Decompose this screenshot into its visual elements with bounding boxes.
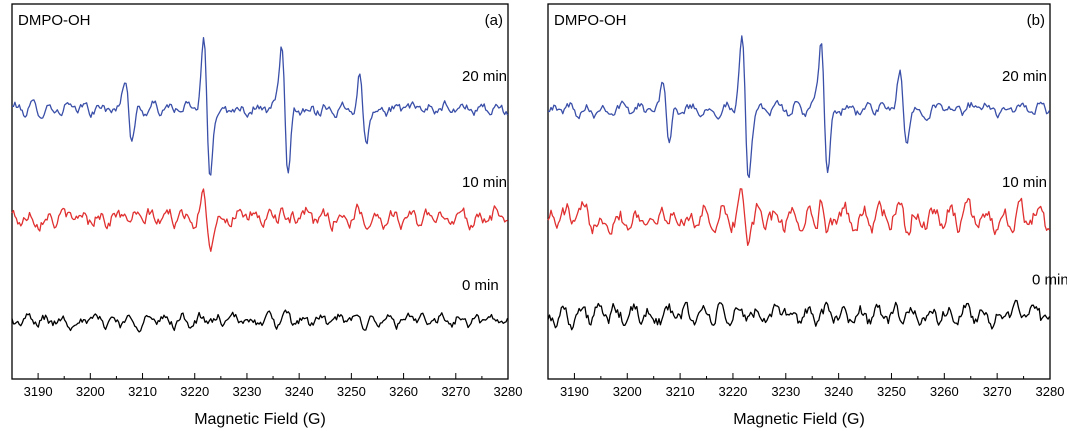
panel-a-series-label: 0 min — [462, 277, 499, 294]
panel-b-series-0-min — [547, 299, 1051, 331]
panel-b-series-label: 20 min — [1002, 68, 1047, 85]
panel-a-frame — [11, 3, 509, 380]
panel-a-x-tick-label: 3190 — [24, 384, 53, 399]
panel-a-x-tick-label: 3280 — [494, 384, 523, 399]
panel-b-x-tick-label: 3230 — [771, 384, 800, 399]
panel-b-series-label: 0 min — [1032, 271, 1067, 288]
panel-b: 3190 3200 3210 3220 3230 3240 3250 3260 3270 3280… — [547, 3, 1067, 428]
panel-b-x-tick-label: 3190 — [560, 384, 589, 399]
panel-a-x-tick-label: 3240 — [285, 384, 314, 399]
panel-a-label: (a) — [485, 12, 503, 29]
panel-b-title: DMPO-OH — [554, 12, 627, 29]
panel-a-x-tick-label: 3230 — [232, 384, 261, 399]
panel-a-series-20-min — [11, 36, 509, 176]
panel-a-x-axis-label: Magnetic Field (G) — [194, 411, 326, 428]
panel-b-x-tick-label: 3220 — [718, 384, 747, 399]
panel-b-x-tick-label: 3250 — [877, 384, 906, 399]
panel-a-x-tick-label: 3220 — [180, 384, 209, 399]
panel-a-x-tick-label: 3250 — [337, 384, 366, 399]
panel-a-series-label: 20 min — [462, 68, 507, 85]
panel-a-series-0-min — [11, 309, 509, 333]
panel-b-frame — [547, 3, 1051, 380]
panel-b-label: (b) — [1027, 12, 1045, 29]
panel-a-x-tick-label: 3260 — [389, 384, 418, 399]
panel-b-x-tick-label: 3260 — [930, 384, 959, 399]
panel-b-x-axis-label: Magnetic Field (G) — [733, 411, 865, 428]
panel-b-x-tick-label: 3200 — [613, 384, 642, 399]
panel-a-x-tick-label: 3270 — [441, 384, 470, 399]
panel-b-x-tick-label: 3280 — [1036, 384, 1065, 399]
panel-a-x-tick-label: 3210 — [128, 384, 157, 399]
panel-a-series-label: 10 min — [462, 174, 507, 191]
panel-a-title: DMPO-OH — [18, 12, 91, 29]
panel-b-x-tick-label: 3240 — [824, 384, 853, 399]
panel-a: 3190 3200 3210 3220 3230 3240 3250 3260 3270 3280… — [11, 3, 523, 428]
panel-a-series-10-min — [11, 188, 508, 252]
panel-b-series-10-min — [547, 188, 1051, 247]
panel-b-series-label: 10 min — [1002, 174, 1047, 191]
panel-b-series-20-min — [547, 35, 1051, 179]
panel-a-x-tick-label: 3200 — [76, 384, 105, 399]
panel-b-x-tick-label: 3270 — [983, 384, 1012, 399]
panel-b-x-tick-label: 3210 — [666, 384, 695, 399]
